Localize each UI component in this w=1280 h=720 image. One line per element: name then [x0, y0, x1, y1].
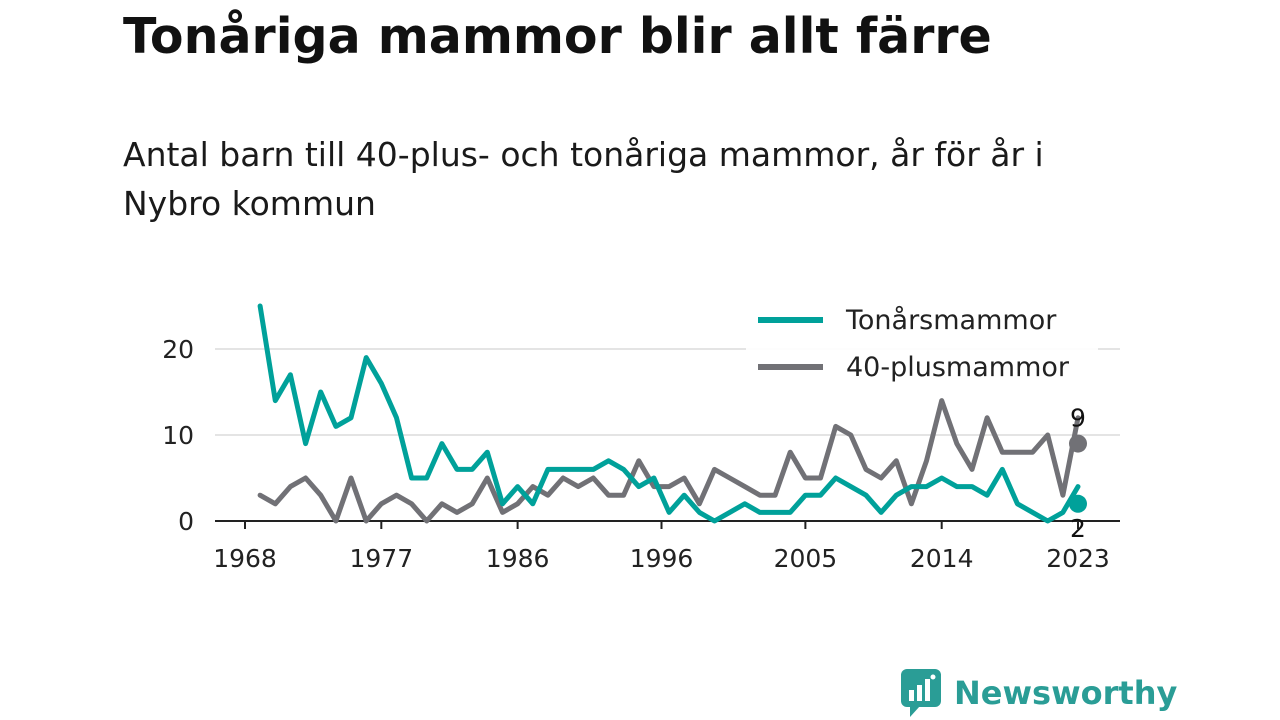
- x-tick-label: 1968: [213, 544, 277, 573]
- y-tick-label: 0: [178, 507, 194, 536]
- newsworthy-logo-icon: [901, 669, 941, 717]
- chart-title: Tonåriga mammor blir allt färre: [123, 8, 992, 65]
- x-tick-label: 1996: [630, 544, 694, 573]
- brand-name: Newsworthy: [954, 674, 1178, 712]
- end-point-label: 2: [1070, 514, 1086, 543]
- legend-label: Tonårsmammor: [845, 305, 1057, 336]
- end-point-marker: [1069, 494, 1087, 513]
- x-tick-label: 2014: [910, 544, 974, 573]
- y-tick-label: 10: [162, 421, 194, 450]
- y-tick-label: 20: [162, 335, 194, 364]
- legend-box: [746, 300, 1098, 395]
- series-line-tonarsmammor: [257, 303, 1081, 524]
- chart-subtitle: Antal barn till 40-plus- och tonåriga ma…: [123, 135, 1044, 223]
- x-tick-label: 1977: [349, 544, 413, 573]
- x-tick-label: 2005: [774, 544, 838, 573]
- end-point-marker: [1069, 434, 1087, 453]
- brand-logo: Newsworthy: [900, 668, 1177, 718]
- series-line-fortyplus: [257, 398, 1081, 524]
- legend-label: 40-plusmammor: [846, 352, 1070, 383]
- x-tick-label: 1986: [486, 544, 550, 573]
- end-point-label: 9: [1070, 404, 1086, 433]
- x-tick-label: 2023: [1046, 544, 1110, 573]
